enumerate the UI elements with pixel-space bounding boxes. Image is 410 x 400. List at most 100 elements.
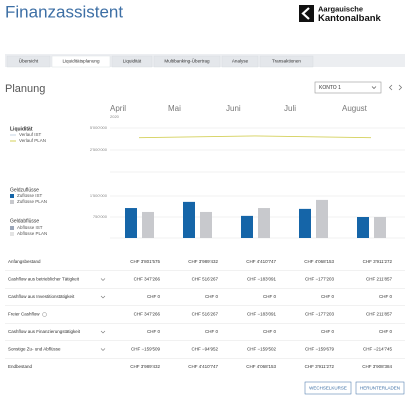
cell-value: CHF 211'857 xyxy=(366,312,393,317)
cell-value: CHF −183'091 xyxy=(247,312,276,317)
legend-label: Abflüsse IST xyxy=(17,225,43,230)
y-tick-label: 1'500'000 xyxy=(90,193,108,198)
cell-value: CHF 4'068'153 xyxy=(246,364,276,369)
tab[interactable] xyxy=(6,55,51,68)
month-label: Juli xyxy=(284,104,296,113)
legend-label: Abflüsse PLAN xyxy=(17,231,47,236)
expand-chevron[interactable] xyxy=(100,295,106,299)
cell-value: CHF 0 xyxy=(263,329,276,334)
month-label: Juni xyxy=(226,104,241,113)
row-label: Cashflow aus Finanzierungstätigkeit xyxy=(8,329,81,334)
cell-value: CHF 0 xyxy=(147,294,160,299)
legend-swatch xyxy=(10,232,14,236)
cell-value: CHF 0 xyxy=(147,329,160,334)
legend-label: Verlauf PLAN xyxy=(19,138,46,143)
button[interactable] xyxy=(355,381,405,395)
y-tick-label: 2'500'000 xyxy=(90,147,108,152)
account-select[interactable] xyxy=(314,81,382,94)
cell-value: CHF 0 xyxy=(379,329,392,334)
row-label: Anfangsbestand xyxy=(8,259,41,264)
bar xyxy=(125,208,137,238)
cell-value: CHF 3'989'432 xyxy=(130,364,160,369)
cell-value: CHF 0 xyxy=(321,294,334,299)
cell-value: CHF 4'410'747 xyxy=(246,259,276,264)
section-heading: Planung xyxy=(5,83,45,95)
month-label: Mai xyxy=(168,104,181,113)
bar xyxy=(357,217,369,238)
cell-value: CHF 516'267 xyxy=(192,277,219,282)
cell-value: CHF 0 xyxy=(205,294,218,299)
tab-label: Liquidität xyxy=(123,59,142,64)
expand-chevron[interactable] xyxy=(100,278,106,281)
logo-chevron xyxy=(301,7,310,20)
bar xyxy=(200,211,212,238)
row-label: Sonstige Zu- und Abflüsse xyxy=(8,347,61,352)
cell-value: CHF 0 xyxy=(263,294,276,299)
button-label: HERUNTERLADEN xyxy=(360,386,400,391)
logo-mark xyxy=(299,5,314,22)
bar xyxy=(142,211,154,238)
legend-title: Geldabflüsse xyxy=(10,218,39,224)
month-label: August xyxy=(342,104,368,113)
tab-label: Multibanking-Übertrag xyxy=(164,58,210,64)
tab-label: Analyse xyxy=(232,59,249,64)
button[interactable] xyxy=(304,381,352,395)
cell-value: CHF 3'908'384 xyxy=(362,364,392,369)
bar xyxy=(258,208,270,238)
cell-value: CHF 3'911'272 xyxy=(363,259,393,264)
legend-title: Geldzuflüsse xyxy=(10,187,39,193)
cell-value: CHF −183'091 xyxy=(247,277,276,282)
bar xyxy=(374,217,386,238)
legend-swatch xyxy=(10,194,14,198)
button-label: WECHSELKURSE xyxy=(309,386,347,391)
y-tick-label: 750'000 xyxy=(93,214,108,219)
cell-value: CHF −159'679 xyxy=(305,347,334,352)
cell-value: CHF 0 xyxy=(205,329,218,334)
select-chevron xyxy=(371,86,377,89)
cell-value: CHF 3'801'575 xyxy=(130,259,160,264)
cell-value: CHF 0 xyxy=(379,294,392,299)
cell-value: CHF −159'509 xyxy=(131,347,160,352)
cell-value: CHF 211'857 xyxy=(366,277,393,282)
bank-name: Kantonalbank xyxy=(318,13,382,24)
row-label: Cashflow aus betrieblicher Tätigkeit xyxy=(8,277,80,282)
cell-value: CHF 347'266 xyxy=(134,277,161,282)
expand-chevron[interactable] xyxy=(100,330,106,334)
info-icon[interactable] xyxy=(42,312,47,317)
cell-value: CHF −177'203 xyxy=(305,277,334,282)
bar xyxy=(299,208,311,238)
cell-value: CHF 3'989'432 xyxy=(188,259,218,264)
legend-label: Zuflüsse IST xyxy=(17,193,43,198)
tab-label: Übersicht xyxy=(19,58,39,64)
cell-value: CHF 4'068'153 xyxy=(304,259,334,264)
cell-value: CHF −94'952 xyxy=(192,347,219,352)
bar xyxy=(316,199,328,238)
legend-label: Verlauf IST xyxy=(19,132,42,137)
tab[interactable] xyxy=(111,55,153,68)
next-arrow[interactable] xyxy=(398,84,403,91)
tab[interactable] xyxy=(259,55,314,68)
legend-swatch xyxy=(10,226,14,230)
tab[interactable] xyxy=(51,55,111,68)
tab-label: Transaktionen xyxy=(272,59,301,64)
row-label: Cashflow aus Investitionstätigkeit xyxy=(8,294,75,299)
expand-chevron[interactable] xyxy=(100,348,106,351)
tab[interactable] xyxy=(153,55,221,68)
row-label: Endbestand xyxy=(8,364,33,369)
month-label: April xyxy=(110,104,126,113)
legend-label: Zuflüsse PLAN xyxy=(17,199,47,204)
bank-name: Aargauische xyxy=(318,4,363,13)
app-title: Finanzassistent xyxy=(5,2,123,21)
cell-value: CHF 516'267 xyxy=(192,312,219,317)
tab[interactable] xyxy=(221,55,259,68)
cell-value: CHF −214'745 xyxy=(363,347,392,352)
account-select-label: KONTO 1 xyxy=(319,85,341,91)
cell-value: CHF −159'502 xyxy=(247,347,276,352)
line-series xyxy=(138,135,372,139)
prev-arrow[interactable] xyxy=(388,84,393,91)
chart-title: Liquidität xyxy=(10,126,33,132)
bar xyxy=(241,215,253,238)
cell-value: CHF 4'410'747 xyxy=(188,364,218,369)
